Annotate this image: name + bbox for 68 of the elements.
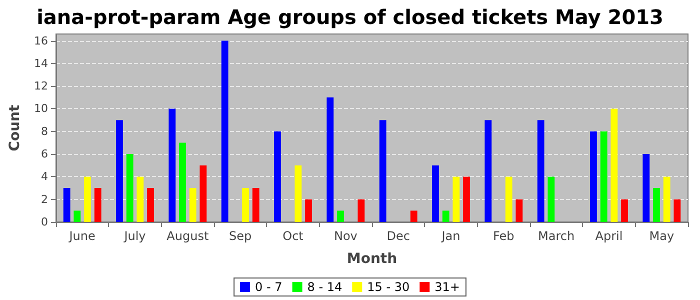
y-tick-label: 10 [34,102,48,116]
x-tick-label: Sep [229,229,252,243]
bar [674,199,681,222]
x-tick-label: August [166,229,209,243]
bar [63,188,70,222]
bar [442,210,450,222]
x-tick-label: Feb [493,229,514,243]
bar [432,165,439,222]
bar [379,120,386,222]
bar [484,120,492,222]
legend-label: 15 - 30 [367,280,410,294]
bar [84,176,91,222]
y-tick-label: 16 [34,34,48,48]
x-tick-label: June [68,229,96,243]
bar [274,131,281,222]
legend-label: 8 - 14 [307,280,342,294]
bar [590,131,597,222]
bar [663,176,670,222]
legend-label: 0 - 7 [255,280,282,294]
bar [358,199,365,222]
bar [179,142,186,222]
y-tick-label: 6 [41,148,48,161]
bar [653,188,660,222]
bar [610,108,618,222]
bar [326,97,334,222]
x-tick-label: Nov [334,229,358,243]
bar [242,188,249,222]
y-tick-label: 2 [41,192,48,206]
x-tick-label: Dec [386,229,410,243]
bar [621,199,628,222]
y-tick-label: 14 [34,56,48,70]
bar [410,210,418,222]
bar [337,210,344,222]
bar [168,108,176,222]
bar [74,210,81,222]
bar [537,120,544,222]
bar [116,120,123,222]
bar [200,165,207,222]
x-tick-label: March [538,229,575,243]
bar [548,176,555,222]
bar [221,40,228,222]
y-tick-label: 0 [41,216,48,228]
x-axis-title: Month [346,251,398,267]
bar [126,154,134,222]
y-tick-label: 8 [41,124,48,138]
bar [294,165,302,222]
chart-title: iana-prot-param Age groups of closed tickets May 2013 [36,5,664,29]
bar [136,176,144,222]
bar [252,188,260,222]
x-tick-label: July [123,229,146,243]
bar [452,176,460,222]
x-tick-label: Jan [440,229,460,243]
bar [505,176,512,222]
bar [642,154,650,222]
x-tick-label: May [649,229,674,243]
y-axis-title: Count [7,104,23,152]
y-tick-label: 12 [34,80,48,93]
bar [147,188,154,222]
x-tick-label: April [595,229,623,243]
bar [94,188,102,222]
y-tick-label: 4 [41,170,48,184]
x-tick-label: Oct [282,229,304,243]
bar [305,199,312,222]
bar [463,176,470,222]
bar [189,188,196,222]
legend-label: 31+ [434,280,460,294]
bar [516,199,523,222]
bar [600,131,608,222]
